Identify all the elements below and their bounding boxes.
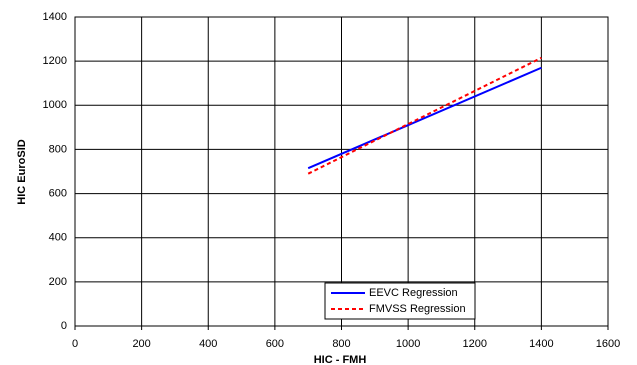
x-tick-label: 400 <box>199 338 217 350</box>
y-axis-label: HIC EuroSID <box>16 139 28 204</box>
x-tick-label: 0 <box>72 338 78 350</box>
x-tick-label: 1600 <box>596 338 620 350</box>
legend-box <box>324 282 476 320</box>
y-tick-label: 0 <box>61 320 67 332</box>
legend-label: FMVSS Regression <box>369 303 466 315</box>
x-tick-label: 1200 <box>463 338 487 350</box>
x-tick-label: 200 <box>132 338 150 350</box>
y-tick-label: 400 <box>49 232 67 244</box>
y-tick-label: 200 <box>49 276 67 288</box>
x-tick-label: 800 <box>332 338 350 350</box>
x-tick-label: 1400 <box>529 338 553 350</box>
series-line <box>307 56 542 175</box>
y-tick-label: 800 <box>49 143 67 155</box>
y-tick-label: 1000 <box>43 99 67 111</box>
y-tick-label: 600 <box>49 187 67 199</box>
series-line <box>307 66 542 170</box>
legend-label: EEVC Regression <box>369 287 458 299</box>
x-axis-label: HIC - FMH <box>314 354 367 365</box>
y-tick-label: 1400 <box>43 11 67 23</box>
y-tick-label: 1200 <box>43 55 67 67</box>
plot-frame <box>74 16 609 327</box>
x-tick-label: 1000 <box>396 338 420 350</box>
x-tick-label: 600 <box>266 338 284 350</box>
